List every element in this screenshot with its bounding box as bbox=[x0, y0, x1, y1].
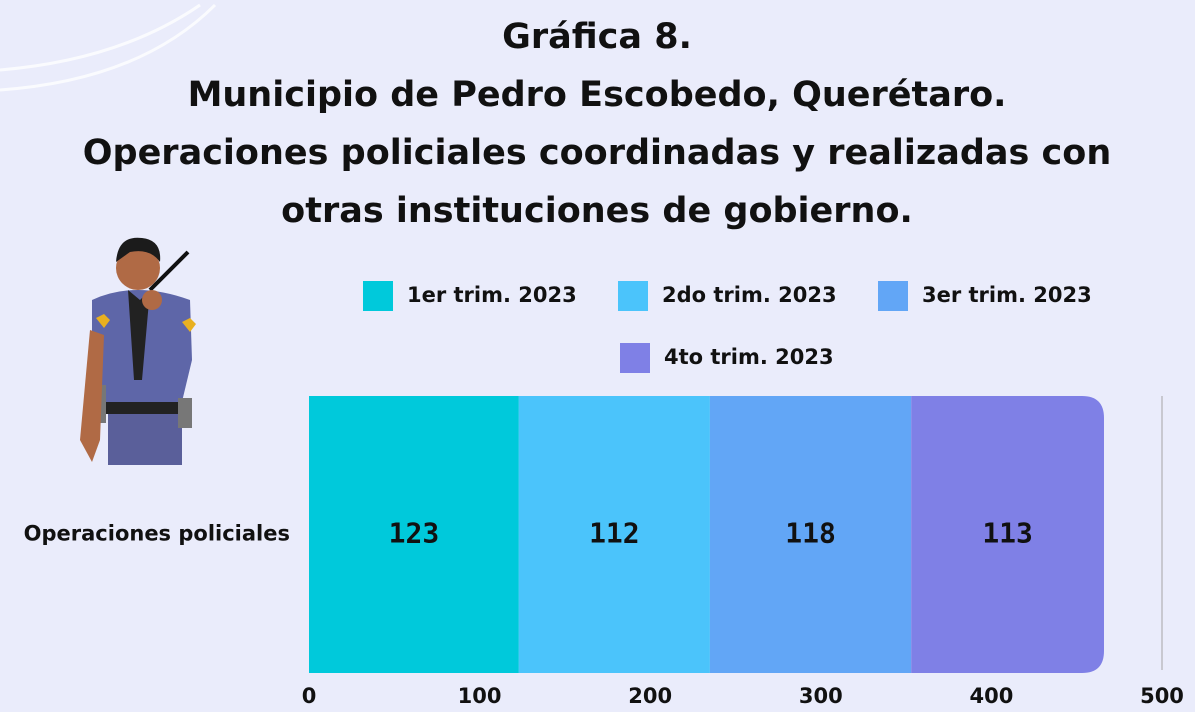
value-label: 123 bbox=[389, 517, 440, 550]
chart-title: Gráfica 8. bbox=[502, 17, 692, 57]
legend-label: 1er trim. 2023 bbox=[407, 283, 577, 307]
legend-swatch bbox=[618, 281, 648, 311]
x-tick-label: 400 bbox=[969, 684, 1013, 708]
chart-title: Operaciones policiales coordinadas y rea… bbox=[83, 133, 1111, 173]
x-tick-label: 200 bbox=[628, 684, 672, 708]
value-label: 113 bbox=[982, 517, 1033, 550]
x-tick-label: 0 bbox=[302, 684, 317, 708]
value-label: 112 bbox=[589, 517, 640, 550]
legend-label: 2do trim. 2023 bbox=[662, 283, 837, 307]
legend-label: 3er trim. 2023 bbox=[922, 283, 1092, 307]
y-tick-label: Operaciones policiales bbox=[24, 522, 290, 546]
chart: Gráfica 8. Municipio de Pedro Escobedo, Q… bbox=[0, 0, 1195, 712]
legend-swatch bbox=[620, 343, 650, 373]
legend-swatch bbox=[878, 281, 908, 311]
value-label: 118 bbox=[785, 517, 836, 550]
legend-swatch bbox=[363, 281, 393, 311]
x-tick-label: 300 bbox=[799, 684, 843, 708]
x-tick-label: 500 bbox=[1140, 684, 1184, 708]
chart-title: Municipio de Pedro Escobedo, Querétaro. bbox=[188, 75, 1007, 115]
x-tick-label: 100 bbox=[458, 684, 502, 708]
legend-label: 4to trim. 2023 bbox=[664, 345, 834, 369]
chart-title: otras instituciones de gobierno. bbox=[281, 191, 913, 231]
